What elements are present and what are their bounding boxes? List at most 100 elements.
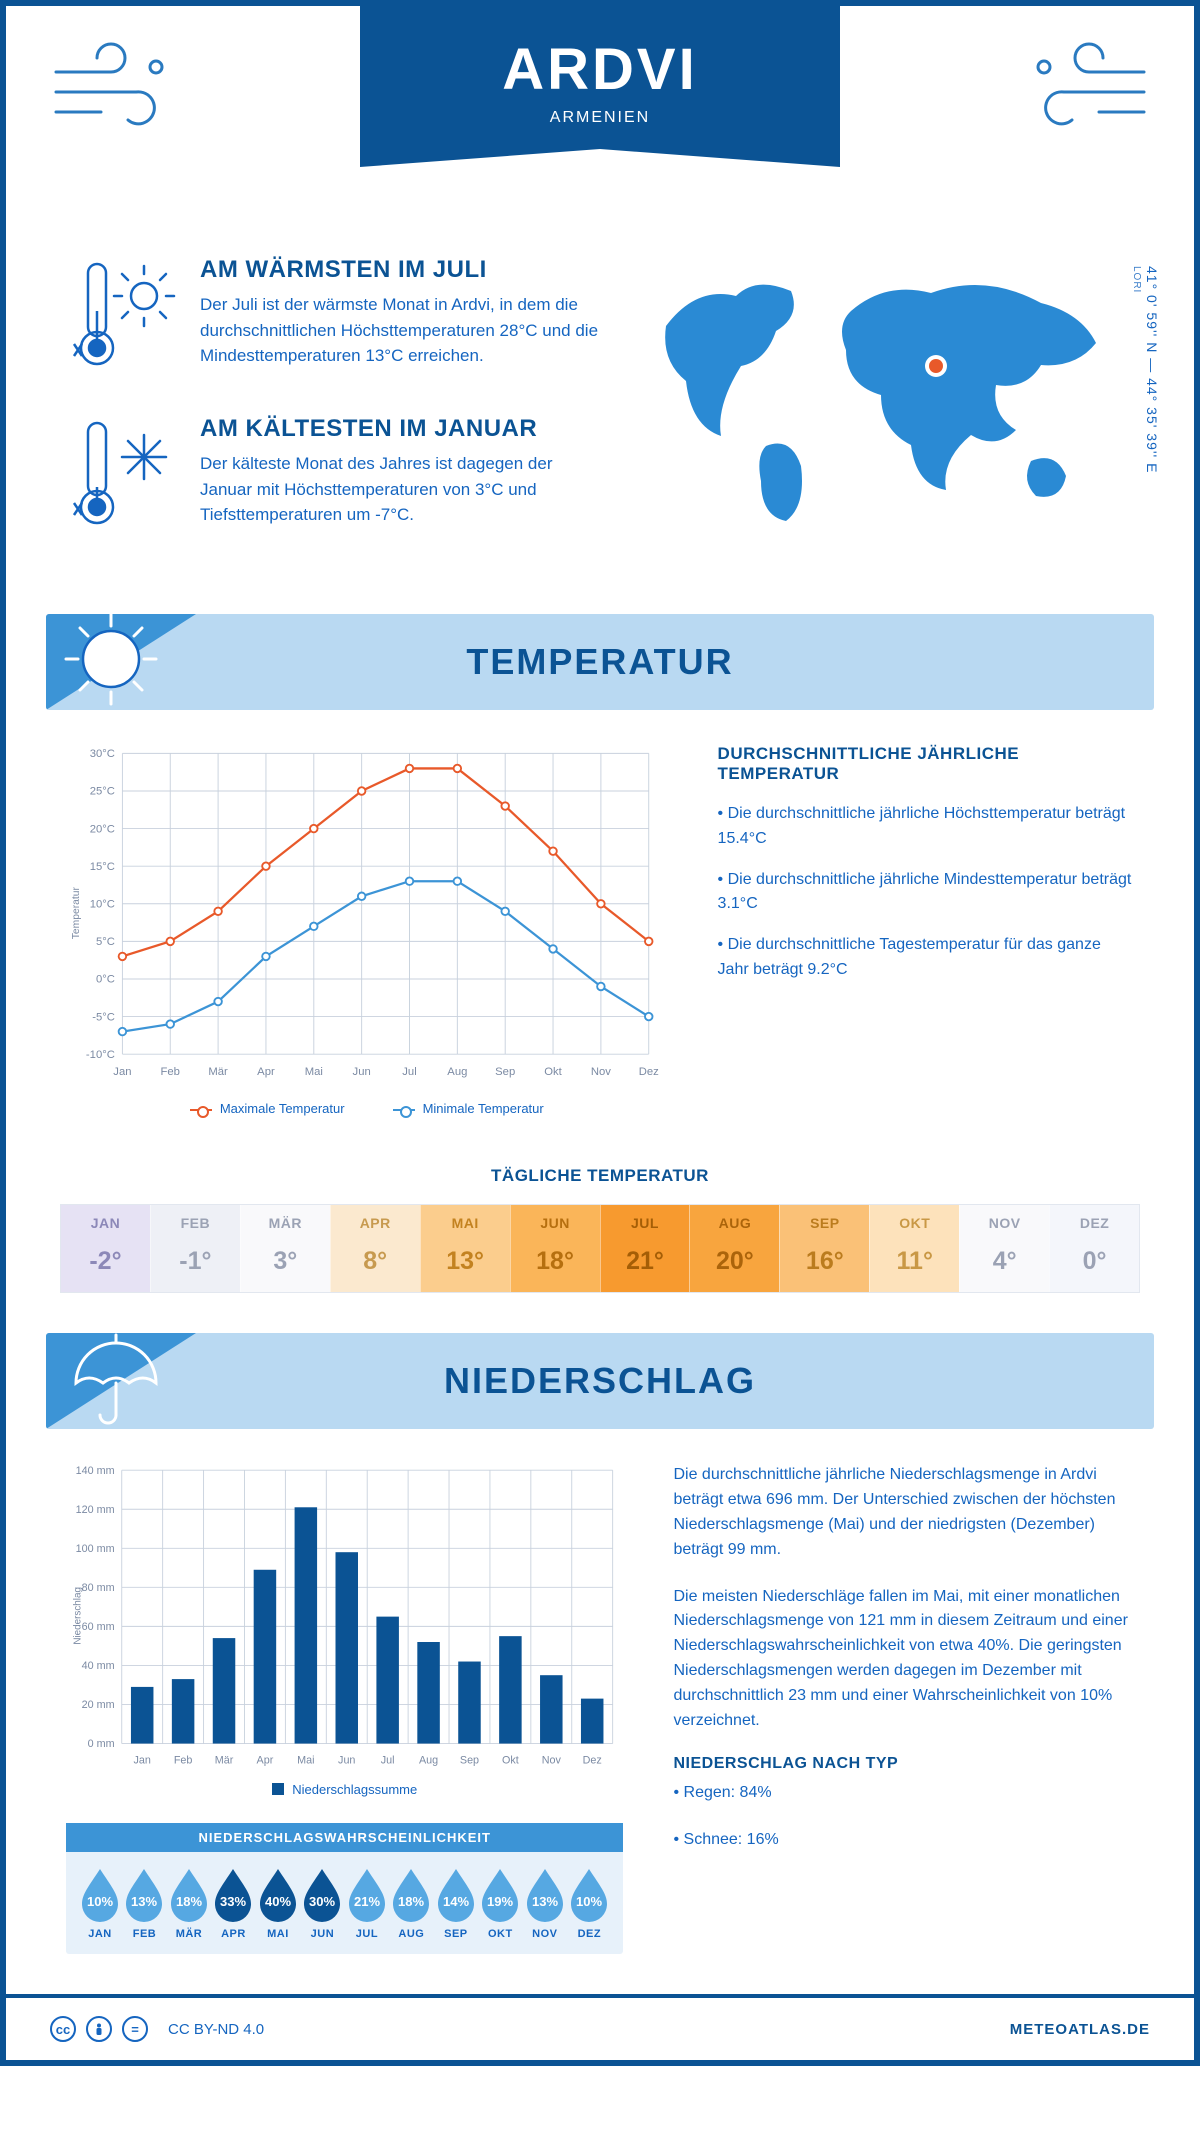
svg-text:0 mm: 0 mm [88, 1738, 115, 1750]
svg-text:Aug: Aug [447, 1066, 467, 1078]
svg-text:25°C: 25°C [90, 786, 115, 798]
svg-text:Jan: Jan [113, 1066, 131, 1078]
svg-text:Nov: Nov [591, 1066, 611, 1078]
svg-text:Nov: Nov [542, 1755, 562, 1767]
daily-cell: AUG20° [689, 1205, 779, 1292]
svg-text:Sep: Sep [460, 1755, 479, 1767]
temperature-legend: Maximale Temperatur Minimale Temperatur [66, 1101, 668, 1116]
precip-type-line: • Schnee: 16% [673, 1828, 1134, 1853]
probability-drop: 18% AUG [389, 1866, 433, 1940]
svg-text:Temperatur: Temperatur [71, 887, 82, 940]
precip-legend-label: Niederschlagssumme [292, 1782, 417, 1797]
probability-drop: 14% SEP [434, 1866, 478, 1940]
temperature-banner: TEMPERATUR [46, 614, 1154, 710]
daily-cell: FEB-1° [150, 1205, 240, 1292]
svg-text:20°C: 20°C [90, 823, 115, 835]
svg-text:Jan: Jan [134, 1755, 151, 1767]
svg-text:10%: 10% [576, 1894, 602, 1909]
svg-text:Jun: Jun [353, 1066, 371, 1078]
probability-drop: 30% JUN [300, 1866, 344, 1940]
svg-text:13%: 13% [131, 1894, 157, 1909]
page: ARDVI ARMENIEN [0, 0, 1200, 2066]
daily-cell: MÄR3° [240, 1205, 330, 1292]
probability-drop: 18% MÄR [167, 1866, 211, 1940]
license-text: CC BY-ND 4.0 [168, 2021, 264, 2038]
probability-drop: 10% DEZ [567, 1866, 611, 1940]
probability-drop: 33% APR [211, 1866, 255, 1940]
thermometer-cold-icon [66, 415, 176, 540]
svg-text:33%: 33% [220, 1894, 246, 1909]
temperature-side-text: DURCHSCHNITTLICHE JÄHRLICHE TEMPERATUR •… [718, 744, 1134, 1116]
svg-text:Dez: Dez [639, 1066, 659, 1078]
temp-side-line: • Die durchschnittliche Tagestemperatur … [718, 933, 1134, 983]
svg-text:Mär: Mär [208, 1066, 228, 1078]
probability-drop: 13% NOV [523, 1866, 567, 1940]
svg-text:140 mm: 140 mm [76, 1465, 115, 1477]
daily-cell: APR8° [330, 1205, 420, 1292]
precip-title: NIEDERSCHLAG [444, 1360, 756, 1402]
svg-text:30°C: 30°C [90, 748, 115, 760]
daily-grid: JAN-2°FEB-1°MÄR3°APR8°MAI13°JUN18°JUL21°… [60, 1204, 1140, 1293]
daily-cell: JAN-2° [61, 1205, 150, 1292]
svg-text:40 mm: 40 mm [82, 1660, 115, 1672]
world-map: 41° 0' 59'' N — 44° 35' 39'' E LORI [646, 256, 1134, 574]
cc-icon: cc [50, 2016, 76, 2042]
svg-text:Jul: Jul [402, 1066, 416, 1078]
legend-min: Minimale Temperatur [423, 1101, 544, 1116]
svg-text:18%: 18% [398, 1894, 424, 1909]
precip-row: 0 mm20 mm40 mm60 mm80 mm100 mm120 mm140 … [6, 1463, 1194, 1994]
wind-icon-right [1024, 42, 1154, 147]
svg-text:-5°C: -5°C [92, 1011, 115, 1023]
svg-text:-10°C: -10°C [86, 1049, 115, 1061]
coldest-text: Der kälteste Monat des Jahres ist dagege… [200, 451, 606, 528]
probability-drops: 10% JAN 13% FEB 18% MÄR 33% APR 40% MAI … [66, 1852, 623, 1944]
svg-text:Jun: Jun [338, 1755, 355, 1767]
svg-text:Niederschlag: Niederschlag [72, 1587, 83, 1645]
svg-text:Apr: Apr [257, 1066, 275, 1078]
svg-text:60 mm: 60 mm [82, 1621, 115, 1633]
probability-drop: 10% JAN [78, 1866, 122, 1940]
wind-icon-left [46, 42, 176, 147]
svg-text:15°C: 15°C [90, 861, 115, 873]
daily-cell: DEZ0° [1049, 1205, 1139, 1292]
svg-text:120 mm: 120 mm [76, 1504, 115, 1516]
umbrella-icon [56, 1333, 166, 1429]
svg-text:18%: 18% [176, 1894, 202, 1909]
warmest-title: AM WÄRMSTEN IM JULI [200, 256, 606, 284]
probability-drop: 19% OKT [478, 1866, 522, 1940]
header: ARDVI ARMENIEN [6, 6, 1194, 256]
svg-text:Okt: Okt [502, 1755, 519, 1767]
svg-text:Okt: Okt [544, 1066, 562, 1078]
title-ribbon: ARDVI ARMENIEN [360, 6, 840, 149]
svg-text:Apr: Apr [257, 1755, 274, 1767]
city-name: ARDVI [360, 36, 840, 103]
svg-text:Jul: Jul [381, 1755, 395, 1767]
probability-box: NIEDERSCHLAGSWAHRSCHEINLICHKEIT 10% JAN … [66, 1823, 623, 1954]
svg-text:Mär: Mär [215, 1755, 234, 1767]
svg-text:30%: 30% [309, 1894, 335, 1909]
precip-type-line: • Regen: 84% [673, 1781, 1134, 1806]
svg-text:13%: 13% [532, 1894, 558, 1909]
overview-text: AM WÄRMSTEN IM JULI Der Juli ist der wär… [66, 256, 606, 574]
site-name: METEOATLAS.DE [1010, 2021, 1150, 2038]
coords-text: 41° 0' 59'' N — 44° 35' 39'' E [1144, 266, 1160, 473]
coldest-block: AM KÄLTESTEN IM JANUAR Der kälteste Mona… [66, 415, 606, 540]
svg-text:Dez: Dez [583, 1755, 602, 1767]
country-name: ARMENIEN [360, 109, 840, 127]
svg-text:21%: 21% [354, 1894, 380, 1909]
svg-text:10°C: 10°C [90, 899, 115, 911]
svg-text:14%: 14% [443, 1894, 469, 1909]
svg-text:100 mm: 100 mm [76, 1543, 115, 1555]
by-icon [86, 2016, 112, 2042]
svg-text:20 mm: 20 mm [82, 1699, 115, 1711]
temp-side-line: • Die durchschnittliche jährliche Höchst… [718, 802, 1134, 852]
temperature-title: TEMPERATUR [466, 641, 733, 683]
svg-text:Aug: Aug [419, 1755, 438, 1767]
temperature-chart: -10°C-5°C0°C5°C10°C15°C20°C25°C30°CJanFe… [66, 744, 668, 1116]
daily-cell: JUN18° [510, 1205, 600, 1292]
daily-title: TÄGLICHE TEMPERATUR [6, 1166, 1194, 1186]
svg-text:Mai: Mai [297, 1755, 314, 1767]
svg-text:Sep: Sep [495, 1066, 515, 1078]
daily-cell: JUL21° [600, 1205, 690, 1292]
temp-side-line: • Die durchschnittliche jährliche Mindes… [718, 868, 1134, 918]
